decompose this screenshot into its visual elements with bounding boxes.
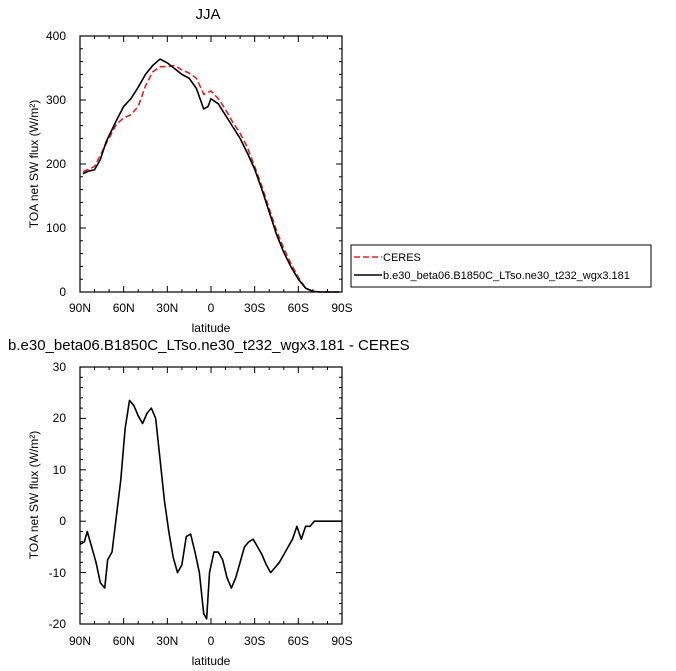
y-tick-label: -10: [49, 566, 67, 580]
legend-label-model: b.e30_beta06.B1850C_LTso.ne30_t232_wgx3.…: [383, 270, 630, 282]
y-tick-label: 0: [59, 514, 66, 528]
y-tick-label: 0: [59, 285, 66, 299]
bottom-series: [79, 399, 342, 620]
x-tick-label: 60S: [288, 634, 309, 648]
top-y-tick-labels: 0 100 200 300 400: [46, 29, 66, 299]
x-tick-label: 0: [208, 301, 215, 315]
y-tick-label: 30: [53, 360, 67, 374]
bottom-x-tick-labels: 90N 60N 30N 0 30S 60S 90S: [69, 634, 353, 648]
x-tick-label: 90N: [69, 301, 91, 315]
series-line-model: [82, 58, 340, 293]
bottom-y-axis-title: TOA net SW flux (W/m²): [27, 431, 41, 559]
bottom-y-tick-labels: -20 -10 0 10 20 30: [49, 360, 67, 631]
series-line-ceres: [82, 64, 340, 293]
x-tick-label: 30N: [156, 301, 178, 315]
legend-box: [350, 244, 652, 288]
bottom-panel: b.e30_beta06.B1850C_LTso.ne30_t232_wgx3.…: [8, 337, 410, 668]
x-tick-label: 60S: [288, 301, 309, 315]
x-tick-label: 90S: [331, 301, 352, 315]
top-panel: JJA 90N 60N 30N 0 30S 60S 90S 0 100 200 …: [27, 6, 353, 335]
top-chart-title: JJA: [195, 6, 220, 23]
bottom-chart-title: b.e30_beta06.B1850C_LTso.ne30_t232_wgx3.…: [8, 337, 410, 354]
top-x-tick-labels: 90N 60N 30N 0 30S 60S 90S: [69, 301, 353, 315]
top-x-axis-title: latitude: [192, 321, 231, 335]
x-tick-label: 30N: [156, 634, 178, 648]
y-tick-label: -20: [49, 617, 67, 631]
y-tick-label: 20: [53, 411, 67, 425]
bottom-x-axis-title: latitude: [192, 654, 231, 668]
x-tick-label: 60N: [113, 301, 135, 315]
x-tick-label: 90S: [331, 634, 352, 648]
y-tick-label: 400: [46, 29, 66, 43]
top-ticks: [79, 35, 343, 293]
legend-label-ceres: CERES: [383, 252, 421, 264]
y-tick-label: 300: [46, 93, 66, 107]
y-tick-label: 200: [46, 157, 66, 171]
series-line-difference: [79, 399, 342, 620]
x-tick-label: 0: [208, 634, 215, 648]
x-tick-label: 60N: [113, 634, 135, 648]
x-tick-label: 90N: [69, 634, 91, 648]
legend: CERES b.e30_beta06.B1850C_LTso.ne30_t232…: [350, 244, 652, 288]
top-plot-frame: [79, 35, 343, 293]
y-tick-label: 100: [46, 221, 66, 235]
top-y-axis-title: TOA net SW flux (W/m²): [27, 100, 41, 228]
top-series: [82, 58, 340, 293]
y-tick-label: 10: [53, 463, 67, 477]
bottom-ticks: [79, 366, 343, 625]
x-tick-label: 30S: [244, 634, 265, 648]
x-tick-label: 30S: [244, 301, 265, 315]
